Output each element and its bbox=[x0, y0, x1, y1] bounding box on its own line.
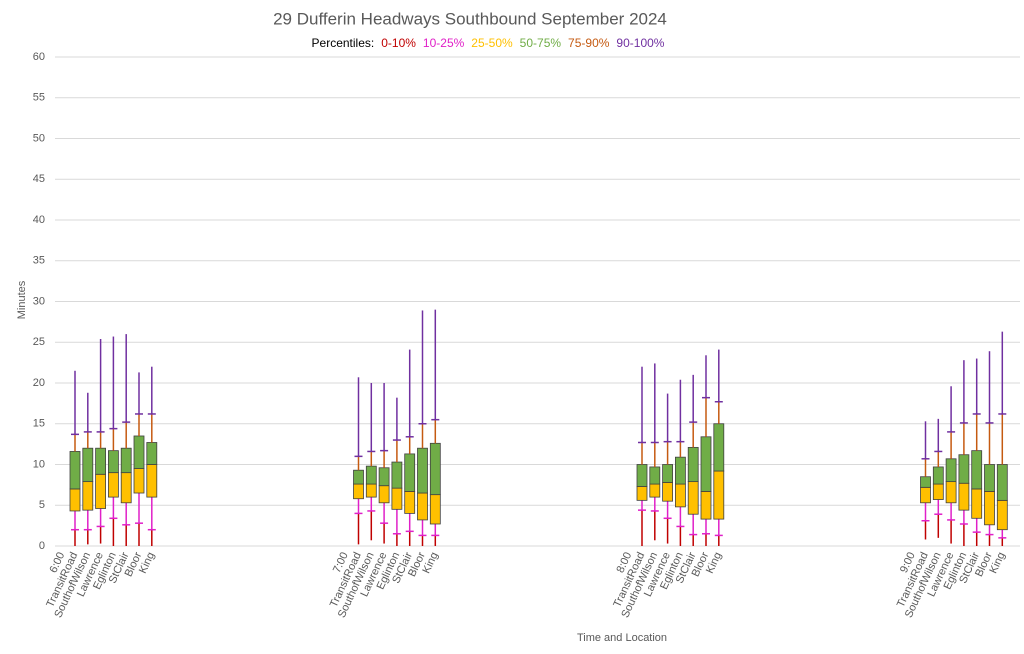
legend-entry: 50-75% bbox=[520, 36, 562, 50]
percentile-box bbox=[378, 485, 390, 504]
percentile-box bbox=[984, 464, 995, 492]
percentile-box bbox=[365, 483, 377, 498]
percentile-box bbox=[996, 499, 1008, 531]
percentile-box bbox=[945, 481, 957, 504]
y-tick-label: 15 bbox=[33, 418, 45, 430]
percentile-box bbox=[365, 465, 377, 485]
percentile-box bbox=[133, 468, 145, 494]
percentile-box bbox=[636, 486, 648, 501]
y-tick-label: 30 bbox=[33, 295, 45, 307]
legend-entry: 90-100% bbox=[616, 36, 664, 50]
y-tick-label: 55 bbox=[33, 92, 45, 104]
percentile-box bbox=[353, 483, 364, 500]
percentile-box bbox=[932, 466, 944, 485]
percentile-box bbox=[700, 490, 712, 520]
y-tick-label: 40 bbox=[33, 214, 45, 226]
percentile-box bbox=[971, 488, 983, 519]
percentile-box bbox=[378, 467, 390, 487]
legend-entry: 10-25% bbox=[423, 36, 465, 50]
percentile-box bbox=[353, 469, 364, 485]
percentile-box bbox=[713, 423, 725, 472]
percentile-box bbox=[945, 458, 957, 483]
percentile-box bbox=[391, 461, 403, 489]
chart-title: 29 Dufferin Headways Southbound Septembe… bbox=[273, 9, 667, 28]
percentile-box bbox=[95, 447, 106, 475]
percentile-box bbox=[662, 482, 673, 502]
percentile-box bbox=[82, 481, 94, 511]
percentile-box bbox=[120, 472, 132, 504]
y-tick-label: 50 bbox=[33, 132, 45, 144]
percentile-box bbox=[920, 476, 931, 488]
y-tick-label: 5 bbox=[39, 499, 45, 511]
percentile-box bbox=[996, 464, 1008, 501]
y-axis-label: Minutes bbox=[16, 280, 28, 319]
percentile-box bbox=[920, 486, 931, 504]
x-axis-label: Time and Location bbox=[577, 632, 667, 644]
y-tick-label: 45 bbox=[33, 173, 45, 185]
percentile-box bbox=[120, 447, 132, 474]
legend-entry: 25-50% bbox=[471, 36, 513, 50]
percentile-box bbox=[958, 482, 970, 511]
percentile-box bbox=[133, 435, 145, 469]
percentile-box bbox=[108, 450, 119, 474]
percentile-box bbox=[404, 490, 416, 514]
percentile-box bbox=[417, 492, 428, 521]
percentile-box bbox=[69, 451, 81, 490]
percentile-box bbox=[146, 464, 158, 498]
percentile-box bbox=[932, 483, 944, 500]
y-tick-label: 20 bbox=[33, 377, 45, 389]
legend-entry: 0-10% bbox=[381, 36, 416, 50]
legend-entry: 75-90% bbox=[568, 36, 610, 50]
percentile-box bbox=[146, 442, 158, 465]
percentile-box bbox=[108, 472, 119, 498]
y-tick-label: 60 bbox=[33, 51, 45, 63]
percentile-box bbox=[713, 470, 725, 520]
y-tick-label: 25 bbox=[33, 336, 45, 348]
percentile-box bbox=[417, 447, 428, 494]
percentile-box bbox=[700, 436, 712, 492]
legend: Percentiles: 0-10% 10-25% 25-50% 50-75% 75-90… bbox=[312, 36, 665, 50]
percentile-box bbox=[649, 483, 661, 498]
percentile-box bbox=[391, 487, 403, 510]
percentile-box bbox=[687, 446, 699, 483]
percentile-box bbox=[984, 490, 995, 526]
percentile-box bbox=[675, 483, 686, 508]
percentile-box bbox=[95, 473, 106, 509]
y-tick-label: 10 bbox=[33, 458, 45, 470]
percentile-box bbox=[429, 442, 441, 496]
percentile-box bbox=[958, 454, 970, 484]
percentile-box bbox=[971, 450, 983, 490]
percentile-box bbox=[675, 456, 686, 485]
y-tick-label: 35 bbox=[33, 255, 45, 267]
y-tick-label: 0 bbox=[39, 540, 45, 552]
percentile-box bbox=[649, 466, 661, 485]
percentile-box bbox=[69, 488, 81, 512]
percentile-box bbox=[662, 464, 673, 483]
percentile-box bbox=[404, 453, 416, 492]
percentile-box bbox=[429, 494, 441, 525]
legend-title: Percentiles: bbox=[312, 36, 375, 50]
percentile-box bbox=[82, 447, 94, 483]
percentile-box bbox=[636, 464, 648, 487]
percentile-box bbox=[687, 481, 699, 515]
